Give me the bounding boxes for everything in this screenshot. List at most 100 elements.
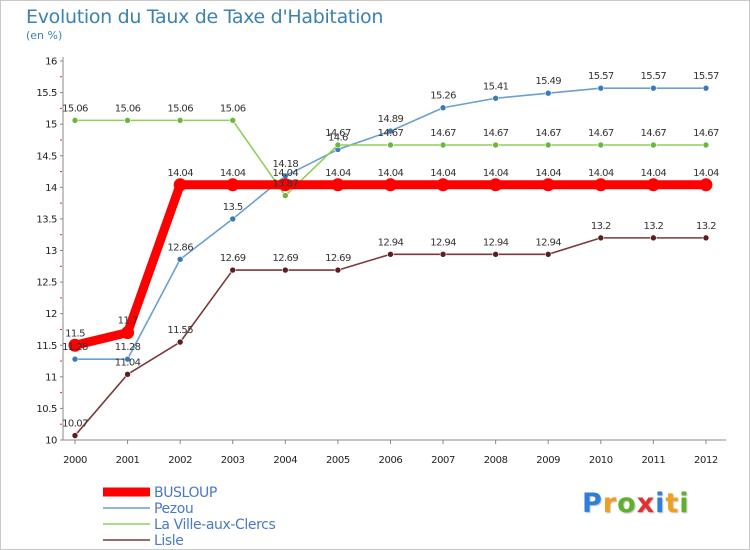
data-label-pezou: 15.57 xyxy=(693,71,719,82)
data-label-la-ville-aux-clercs: 15.06 xyxy=(62,103,88,114)
data-label-busloup: 14.04 xyxy=(535,168,561,179)
data-point-la-ville-aux-clercs xyxy=(71,117,79,124)
data-label-pezou: 15.57 xyxy=(641,71,667,82)
data-point-lisle xyxy=(702,234,710,242)
data-label-busloup: 14.04 xyxy=(272,168,298,179)
data-label-busloup: 14.04 xyxy=(693,168,719,179)
data-label-lisle: 13.2 xyxy=(696,221,716,232)
data-label-busloup: 14.04 xyxy=(167,168,193,179)
data-point-busloup xyxy=(541,178,555,192)
y-tick-label: 10 xyxy=(45,436,57,447)
proxiti-logo: Proxiti xyxy=(582,488,690,519)
data-point-la-ville-aux-clercs xyxy=(176,117,184,124)
data-point-busloup xyxy=(436,178,450,192)
legend-label-pezou: Pezou xyxy=(154,501,193,517)
data-label-lisle: 13.2 xyxy=(591,221,611,232)
data-point-lisle xyxy=(492,250,499,258)
data-label-la-ville-aux-clercs: 14.67 xyxy=(483,128,509,139)
data-point-la-ville-aux-clercs xyxy=(702,141,710,149)
data-label-pezou: 13.5 xyxy=(223,202,243,213)
data-point-pezou xyxy=(124,355,131,363)
x-tick-label: 2009 xyxy=(536,455,560,466)
data-label-la-ville-aux-clercs: 14.67 xyxy=(693,128,719,139)
y-tick-label: 12 xyxy=(45,309,57,320)
data-label-lisle: 12.69 xyxy=(220,253,246,264)
y-tick-label: 14 xyxy=(45,183,57,194)
y-tick-label: 14.5 xyxy=(36,151,57,162)
data-point-pezou xyxy=(71,355,79,363)
x-tick-label: 2012 xyxy=(694,455,718,466)
data-point-busloup xyxy=(226,178,240,192)
data-point-la-ville-aux-clercs xyxy=(544,141,552,149)
data-point-pezou xyxy=(597,84,605,92)
data-label-pezou: 15.41 xyxy=(483,81,509,92)
data-point-busloup xyxy=(699,178,713,192)
data-point-pezou xyxy=(229,215,237,223)
data-point-busloup xyxy=(278,178,292,192)
series-line-busloup xyxy=(70,180,711,350)
y-tick-label: 13.5 xyxy=(36,214,57,225)
data-point-busloup xyxy=(331,178,345,192)
data-label-lisle: 11.55 xyxy=(167,325,193,336)
y-tick-label: 11 xyxy=(45,372,57,383)
data-point-busloup xyxy=(121,326,135,340)
data-label-busloup: 11.5 xyxy=(65,328,85,339)
data-point-lisle xyxy=(334,266,342,274)
data-point-busloup xyxy=(173,178,187,192)
x-tick-label: 2005 xyxy=(326,455,350,466)
data-label-busloup: 14.04 xyxy=(325,168,351,179)
x-tick-label: 2003 xyxy=(221,455,245,466)
data-point-busloup xyxy=(646,178,660,192)
logo-letter: t xyxy=(665,488,680,519)
data-point-lisle xyxy=(229,266,237,274)
data-point-pezou xyxy=(387,127,394,135)
chart-subtitle: (en %) xyxy=(26,29,63,42)
data-label-lisle: 12.69 xyxy=(325,253,351,264)
data-label-la-ville-aux-clercs: 14.67 xyxy=(641,128,667,139)
data-label-pezou: 11.28 xyxy=(115,342,141,353)
data-point-pezou xyxy=(702,84,710,92)
x-tick-label: 2006 xyxy=(379,455,403,466)
data-label-lisle: 12.94 xyxy=(483,237,509,248)
data-label-la-ville-aux-clercs: 15.06 xyxy=(115,103,141,114)
y-tick-label: 12.5 xyxy=(36,278,57,289)
y-tick-label: 15 xyxy=(45,120,57,131)
data-label-pezou: 12.86 xyxy=(167,242,193,253)
y-tick-label: 15.5 xyxy=(36,88,57,99)
logo-letter: x xyxy=(636,488,656,519)
data-point-la-ville-aux-clercs xyxy=(334,141,342,149)
data-point-lisle xyxy=(124,371,131,378)
data-point-pezou xyxy=(176,256,184,263)
data-label-busloup: 11.7 xyxy=(118,316,138,327)
data-label-lisle: 10.07 xyxy=(62,419,88,430)
series-line-lisle xyxy=(74,237,707,437)
data-point-la-ville-aux-clercs xyxy=(387,141,394,149)
data-point-la-ville-aux-clercs xyxy=(650,141,657,149)
data-point-lisle xyxy=(387,250,394,258)
data-point-pezou xyxy=(544,89,552,97)
x-tick-label: 2011 xyxy=(641,455,665,466)
x-tick-label: 2010 xyxy=(589,455,613,466)
x-tick-label: 2008 xyxy=(484,455,508,466)
data-label-busloup: 14.04 xyxy=(378,168,404,179)
data-point-lisle xyxy=(439,250,447,258)
y-tick-label: 10.5 xyxy=(36,404,57,415)
data-label-pezou: 14.89 xyxy=(378,114,404,125)
data-point-busloup xyxy=(489,178,503,192)
data-label-la-ville-aux-clercs: 14.67 xyxy=(535,128,561,139)
data-label-busloup: 14.04 xyxy=(483,168,509,179)
data-label-lisle: 12.69 xyxy=(272,253,298,264)
logo-letter: i xyxy=(679,488,690,519)
data-label-busloup: 14.04 xyxy=(641,168,667,179)
data-label-lisle: 12.94 xyxy=(378,237,404,248)
x-tick-label: 2007 xyxy=(431,455,455,466)
data-label-busloup: 14.04 xyxy=(220,168,246,179)
x-tick-label: 2002 xyxy=(168,455,192,466)
data-point-la-ville-aux-clercs xyxy=(282,192,289,199)
data-label-lisle: 12.94 xyxy=(430,237,456,248)
data-point-busloup xyxy=(383,178,397,192)
data-label-busloup: 14.04 xyxy=(430,168,456,179)
logo-letter: r xyxy=(602,488,618,519)
